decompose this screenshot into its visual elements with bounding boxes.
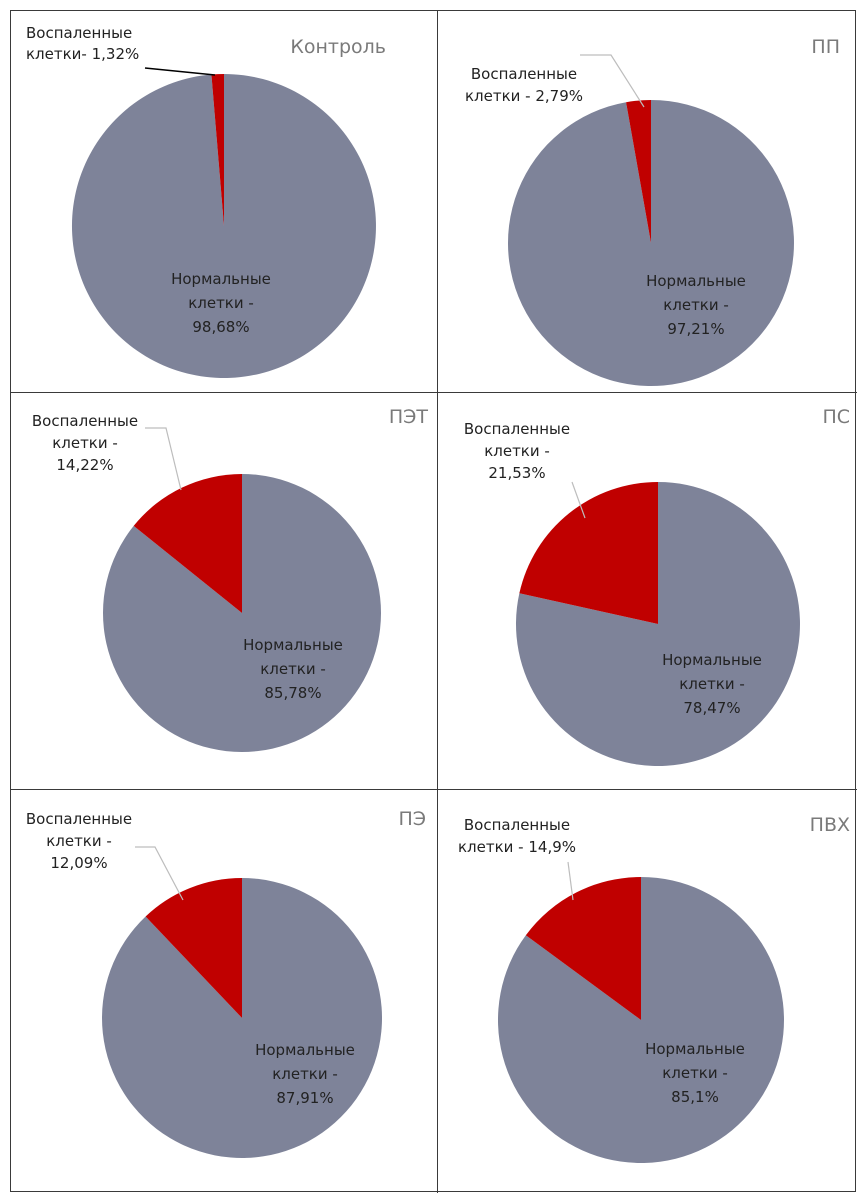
data-label-normal: Нормальные клетки -98,68% bbox=[171, 270, 271, 336]
leader-line bbox=[571, 481, 586, 519]
data-label-normal: Нормальные клетки -97,21% bbox=[646, 272, 746, 338]
pie-chart-svg: ПЭТ Воспаленные клетки -14,22% Нормальные кл… bbox=[32, 406, 429, 752]
pie-slice-inflamed bbox=[145, 878, 242, 1018]
pie-panel-ps: ПС Воспаленные клетки -21,53% Нормальные кле… bbox=[438, 393, 857, 790]
pie-chart-svg: Контроль Воспаленные клетки- 1,32% Нормальн… bbox=[26, 24, 386, 378]
pie-slice-inflamed bbox=[133, 474, 242, 613]
leader-line bbox=[144, 67, 216, 76]
pie-chart-svg: ПЭ Воспаленные клетки -12,09% Нормальные кле… bbox=[26, 808, 426, 1158]
pie-chart-svg: ПП Воспаленные клетки - 2,79% Нормальные кле… bbox=[465, 36, 840, 386]
pie-slice-normal bbox=[515, 482, 800, 766]
data-label-normal: Нормальные клетки -87,91% bbox=[255, 1041, 355, 1107]
data-label-normal: Нормальные клетки -78,47% bbox=[662, 651, 762, 717]
pie-slice-normal bbox=[507, 100, 794, 386]
pie-panel-pp: ПП Воспаленные клетки - 2,79% Нормальные кле… bbox=[438, 11, 857, 393]
pie-slice-normal bbox=[497, 877, 784, 1163]
pie-chart-svg: ПС Воспаленные клетки -21,53% Нормальные кле… bbox=[464, 406, 850, 766]
chart-title: Контроль bbox=[290, 36, 386, 58]
data-label-inflamed: Воспаленные клетки -21,53% bbox=[464, 420, 570, 482]
leader-line bbox=[567, 861, 574, 901]
data-label-normal: Нормальные клетки -85,1% bbox=[645, 1040, 745, 1106]
data-label-inflamed: Воспаленные клетки - 2,79% bbox=[465, 65, 583, 105]
pie-slice-inflamed bbox=[519, 482, 658, 624]
data-label-inflamed: Воспаленные клетки - 14,9% bbox=[458, 816, 576, 856]
chart-title: ПВХ bbox=[810, 814, 850, 836]
data-label-normal: Нормальные клетки -85,78% bbox=[243, 636, 343, 702]
pie-slice-normal bbox=[102, 474, 381, 752]
pie-slice-normal bbox=[71, 74, 376, 378]
pie-slice-inflamed bbox=[211, 74, 224, 226]
pie-slice-inflamed bbox=[525, 877, 641, 1020]
data-label-inflamed: Воспаленные клетки -14,22% bbox=[32, 412, 138, 474]
data-label-inflamed: Воспаленные клетки -12,09% bbox=[26, 810, 132, 872]
chart-grid: Контроль Воспаленные клетки- 1,32% Нормальн… bbox=[10, 10, 857, 1193]
data-label-inflamed: Воспаленные клетки- 1,32% bbox=[26, 24, 139, 63]
chart-title: ПП bbox=[811, 36, 840, 58]
pie-chart-svg: ПВХ Воспаленные клетки - 14,9% Нормальные кл… bbox=[458, 814, 850, 1163]
pie-panel-pvc: ПВХ Воспаленные клетки - 14,9% Нормальные кл… bbox=[438, 790, 857, 1193]
pie-panel-pe: ПЭ Воспаленные клетки -12,09% Нормальные кле… bbox=[11, 790, 438, 1193]
chart-title: ПЭТ bbox=[389, 406, 429, 428]
pie-panel-pet: ПЭТ Воспаленные клетки -14,22% Нормальные кл… bbox=[11, 393, 438, 790]
leader-line bbox=[145, 427, 182, 491]
leader-line bbox=[135, 846, 184, 901]
pie-slice-normal bbox=[102, 878, 383, 1158]
chart-title: ПС bbox=[822, 406, 850, 428]
leader-line bbox=[580, 54, 645, 108]
pie-slice-inflamed bbox=[626, 100, 651, 243]
chart-title: ПЭ bbox=[398, 808, 426, 830]
pie-panel-control: Контроль Воспаленные клетки- 1,32% Нормальн… bbox=[11, 11, 438, 393]
